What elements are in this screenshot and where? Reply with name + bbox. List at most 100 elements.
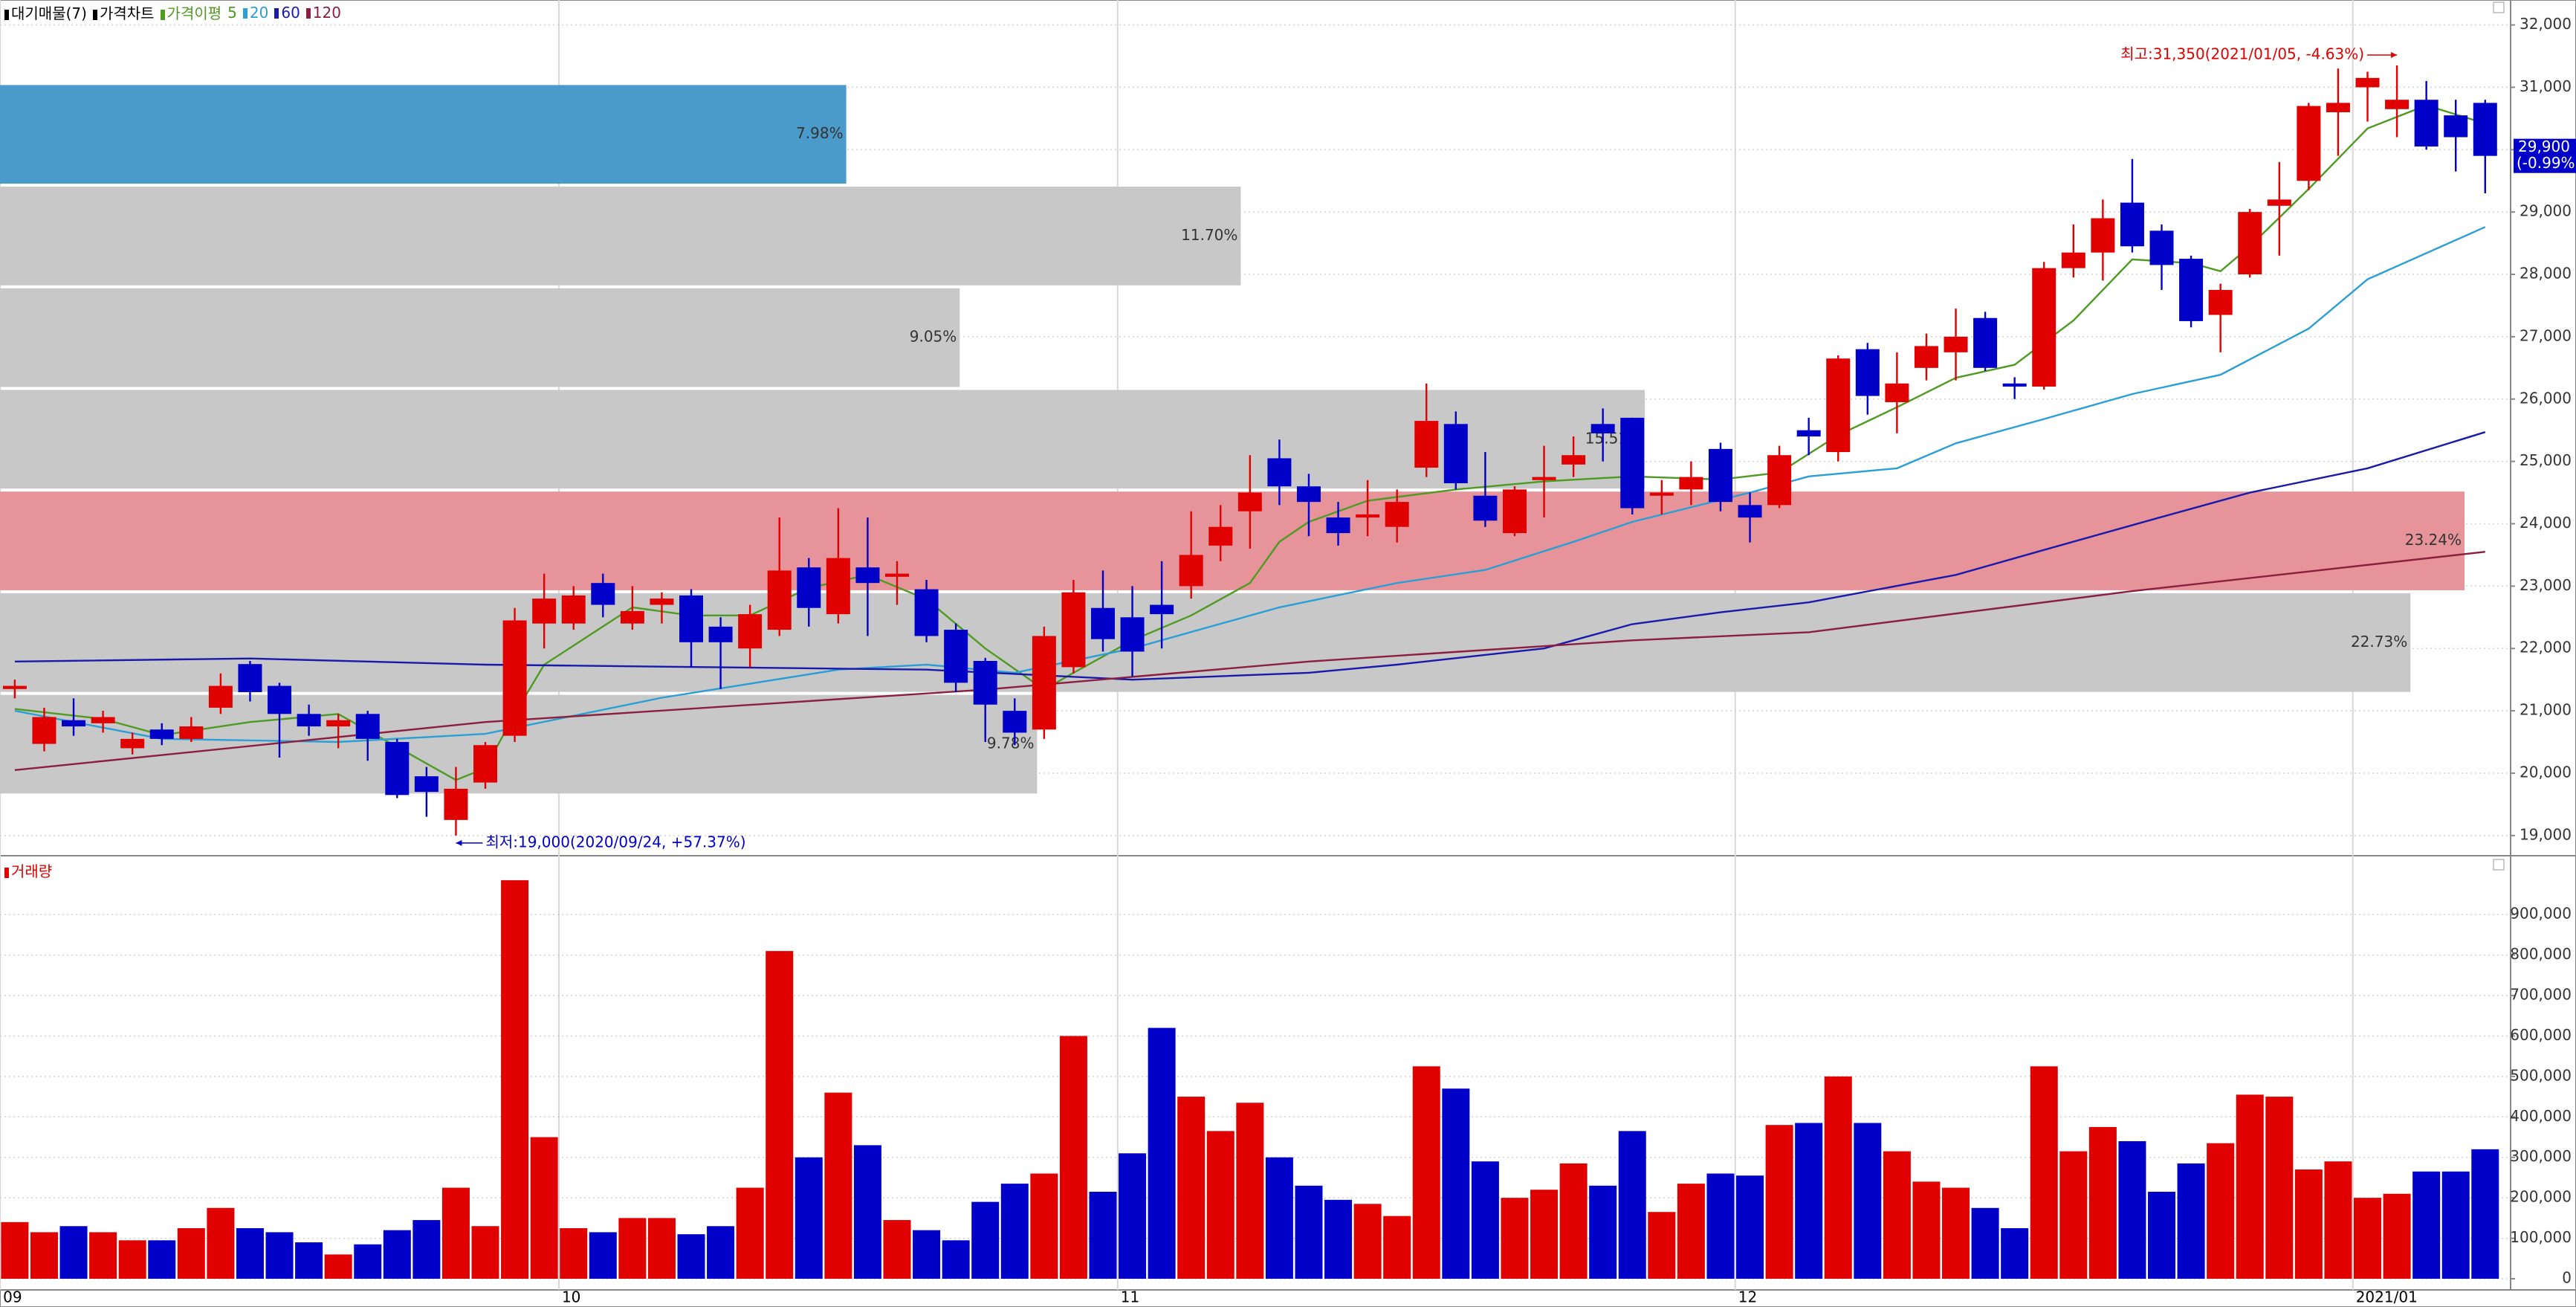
- volume-bar: [501, 880, 529, 1279]
- volume-bar: [59, 1226, 88, 1279]
- volume-bar: [1206, 1131, 1234, 1279]
- window-button[interactable]: [2493, 1, 2505, 13]
- volume-bar: [913, 1230, 941, 1279]
- window-button[interactable]: [2493, 859, 2505, 871]
- legend-marker: [274, 8, 279, 19]
- volume-bar: [1, 1222, 29, 1279]
- candle-body: [414, 776, 438, 793]
- y-tick-label: 25,000: [2520, 451, 2572, 469]
- volume-bar: [1736, 1175, 1764, 1279]
- legend-label: 가격이평: [166, 4, 222, 22]
- candle-body: [2414, 100, 2439, 147]
- candle-body: [444, 788, 468, 820]
- candle-body: [620, 610, 644, 624]
- candle-body: [297, 714, 321, 727]
- x-tick-label: 11: [1121, 1288, 1139, 1306]
- volume-bar: [1148, 1027, 1176, 1279]
- y-tick-label: 500,000: [2510, 1066, 2572, 1084]
- volume-bar: [1412, 1066, 1440, 1279]
- volume-bar: [1295, 1185, 1323, 1279]
- volume-bar: [1089, 1191, 1117, 1279]
- candle-body: [591, 583, 615, 605]
- volume-profile-bar: [0, 593, 2411, 692]
- volume-bar: [1883, 1151, 1911, 1279]
- candle-body: [238, 664, 262, 692]
- volume-bar: [1471, 1161, 1499, 1279]
- volume-bar: [89, 1232, 117, 1279]
- candle-body: [1738, 505, 1762, 518]
- volume-bar: [1618, 1131, 1646, 1279]
- volume-bar: [2059, 1151, 2088, 1279]
- candle-body: [1208, 526, 1233, 546]
- candle-body: [355, 714, 380, 739]
- volume-bar: [1265, 1157, 1293, 1279]
- candle-body: [708, 626, 733, 642]
- candle-body: [944, 630, 968, 683]
- y-tick-label: 19,000: [2520, 825, 2572, 843]
- last-price-label: 29,900: [2518, 138, 2570, 155]
- volume-bar: [2148, 1191, 2176, 1279]
- series-legend-item: 60: [274, 4, 300, 22]
- volume-bar: [2294, 1169, 2323, 1279]
- series-legend: 60: [281, 3, 300, 22]
- moving-average-line: [14, 551, 2485, 771]
- last-price-box: [2514, 138, 2576, 173]
- volume-bar: [1059, 1036, 1087, 1279]
- series-legend: 120: [312, 3, 341, 22]
- y-tick-label: 600,000: [2510, 1026, 2572, 1044]
- candle-body: [855, 567, 880, 584]
- volume-bar: [1383, 1216, 1411, 1279]
- legend-marker: [242, 8, 247, 19]
- y-tick-label: 29,000: [2520, 202, 2572, 220]
- legend-label-item: 대기매물(7): [4, 1, 87, 23]
- candle-body: [1385, 502, 1409, 527]
- candle-body: [1267, 458, 1292, 487]
- volume-bar: [2030, 1066, 2058, 1279]
- moving-average-line: [14, 431, 2486, 681]
- candle-body: [2326, 103, 2350, 112]
- volume-bar: [2383, 1193, 2411, 1279]
- candle-body: [2002, 383, 2027, 387]
- legend-marker: [305, 8, 311, 19]
- legend-label-item: 가격이평: [160, 1, 222, 23]
- volume-profile-label: 7.98%: [796, 124, 844, 142]
- candle-body: [91, 717, 115, 723]
- y-tick-label: 800,000: [2510, 945, 2572, 963]
- candle-body: [1473, 495, 1498, 521]
- volume-bar: [1000, 1184, 1029, 1279]
- volume-bar: [295, 1242, 323, 1279]
- volume-bar: [766, 951, 794, 1279]
- volume-profile-bar: [0, 85, 847, 184]
- volume-profile-bar: [0, 390, 1645, 489]
- candle-body: [2444, 115, 2468, 138]
- volume-bar: [883, 1220, 911, 1279]
- volume-bar: [148, 1240, 176, 1279]
- volume-profile-label: 22.73%: [2351, 633, 2407, 651]
- volume-bar: [2177, 1163, 2205, 1279]
- volume-bar: [530, 1137, 558, 1279]
- volume-bar: [324, 1254, 352, 1279]
- candle-body: [1443, 424, 1468, 483]
- volume-bar: [736, 1187, 764, 1279]
- candle-body: [1326, 517, 1350, 534]
- x-tick-label: 09: [3, 1288, 22, 1306]
- volume-bar: [1236, 1103, 1264, 1279]
- volume-bar: [824, 1092, 852, 1279]
- series-legend: 5: [227, 3, 237, 22]
- y-tick-label: 700,000: [2510, 986, 2572, 1004]
- volume-bar: [1501, 1198, 1529, 1279]
- volume-bar: [1648, 1212, 1676, 1279]
- candle-body: [1237, 492, 1262, 511]
- volume-bar: [354, 1244, 382, 1279]
- volume-bar: [942, 1240, 970, 1279]
- candle-body: [1061, 592, 1086, 668]
- candle-body: [1179, 555, 1203, 587]
- candle-body: [914, 589, 939, 636]
- volume-bar: [1765, 1125, 1793, 1279]
- volume-bar: [265, 1232, 294, 1279]
- candle-body: [1885, 383, 1909, 402]
- annotation-arrowhead: [2391, 52, 2398, 59]
- volume-bar: [1912, 1181, 1941, 1279]
- volume-bar: [2471, 1149, 2499, 1279]
